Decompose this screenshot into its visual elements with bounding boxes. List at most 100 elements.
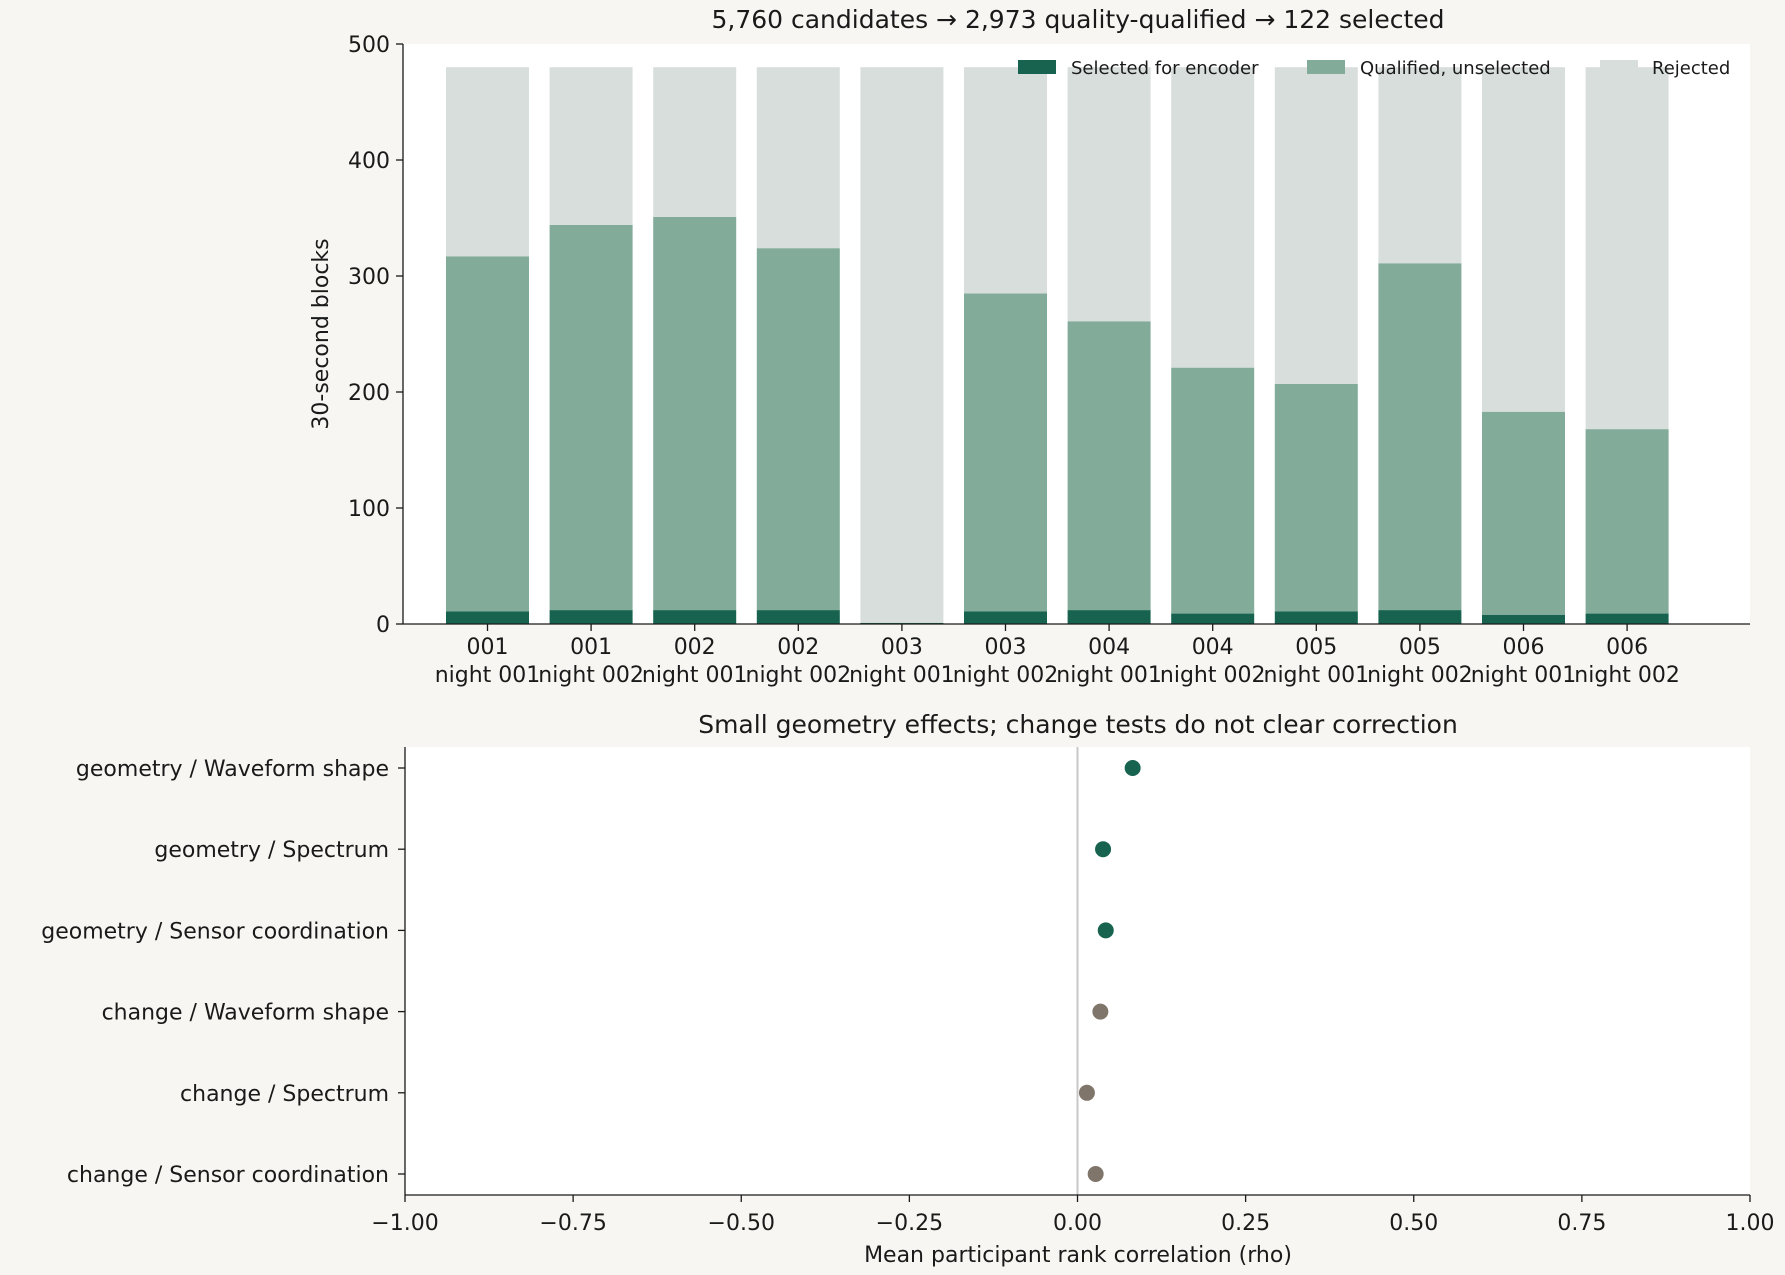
bar-segment-rejected bbox=[860, 67, 944, 623]
dot-point-change bbox=[1078, 1084, 1095, 1101]
bar-segment-qualified bbox=[1378, 263, 1462, 611]
dot-chart-title: Small geometry effects; change tests do … bbox=[698, 710, 1458, 739]
bar-x-tick-label-participant: 004 bbox=[1192, 635, 1234, 660]
bar-y-tick-label: 400 bbox=[348, 149, 390, 174]
bar-segment-rejected bbox=[1274, 67, 1358, 384]
bar-segment-selected bbox=[1067, 610, 1151, 624]
dot-x-tick-label: 0.25 bbox=[1221, 1211, 1270, 1236]
bar-x-tick-label-participant: 004 bbox=[1088, 635, 1130, 660]
bar-segment-selected bbox=[653, 610, 737, 624]
bar-x-tick-label-participant: 001 bbox=[467, 635, 509, 660]
bar-segment-rejected bbox=[1171, 67, 1255, 368]
bar-x-tick-label-participant: 005 bbox=[1399, 635, 1441, 660]
bar-segment-rejected bbox=[1067, 67, 1151, 322]
bar-marks bbox=[446, 67, 1669, 624]
legend-swatch-selected bbox=[1018, 60, 1056, 74]
bar-segment-selected bbox=[1378, 610, 1462, 624]
dot-x-tick-label: −0.25 bbox=[876, 1211, 943, 1236]
bar-segment-selected bbox=[549, 610, 633, 624]
bar-segment-qualified bbox=[446, 256, 529, 612]
legend-label-rejected: Rejected bbox=[1652, 58, 1730, 79]
bar-x-tick-label-participant: 002 bbox=[777, 635, 819, 660]
bar-segment-rejected bbox=[756, 67, 840, 249]
bar-x-tick-label-night: night 002 bbox=[538, 663, 644, 688]
dot-x-tick-label: −0.75 bbox=[539, 1211, 606, 1236]
bar-x-tick-label-night: night 001 bbox=[849, 663, 955, 688]
bar-x-tick-label-night: night 002 bbox=[1367, 663, 1473, 688]
bar-y-tick-label: 200 bbox=[348, 381, 390, 406]
bar-segment-qualified bbox=[1171, 367, 1255, 614]
bar-segment-rejected bbox=[1585, 67, 1669, 430]
bar-x-tick-label-night: night 002 bbox=[746, 663, 852, 688]
dot-y-label: change / Spectrum bbox=[180, 1082, 389, 1107]
dot-point-geometry bbox=[1124, 760, 1141, 776]
dot-x-tick-label: 1.00 bbox=[1726, 1211, 1775, 1236]
dot-x-tick-label: −1.00 bbox=[371, 1211, 438, 1236]
bar-segment-selected bbox=[964, 611, 1047, 624]
bar-segment-qualified bbox=[549, 224, 633, 611]
dot-x-tick-label: 0.50 bbox=[1389, 1211, 1438, 1236]
bar-y-tick-label: 300 bbox=[348, 265, 390, 290]
bar-segment-qualified bbox=[653, 216, 737, 611]
dot-x-tick-label: 0.00 bbox=[1053, 1211, 1102, 1236]
legend-swatch-rejected bbox=[1600, 60, 1638, 74]
dot-x-tick-label: 0.75 bbox=[1557, 1211, 1606, 1236]
bar-x-tick-label-participant: 002 bbox=[674, 635, 716, 660]
bar-segment-qualified bbox=[1274, 383, 1358, 612]
dot-y-label: change / Sensor coordination bbox=[67, 1163, 389, 1188]
dot-y-labels: geometry / Waveform shape geometry / Spec… bbox=[41, 757, 405, 1188]
legend-label-qualified: Qualified, unselected bbox=[1360, 58, 1551, 79]
bar-x-tick-label-night: night 001 bbox=[1264, 663, 1370, 688]
bar-x-tick-label-participant: 001 bbox=[570, 635, 612, 660]
bar-segment-selected bbox=[756, 610, 840, 624]
dot-point-geometry bbox=[1097, 922, 1114, 939]
bar-x-tick-label-night: night 002 bbox=[1574, 663, 1680, 688]
bar-segment-selected bbox=[1482, 614, 1565, 624]
bar-segment-selected bbox=[1585, 613, 1669, 624]
bar-x-tick-label-night: night 001 bbox=[642, 663, 748, 688]
bar-y-ticks: 0 100 200 300 400 500 bbox=[348, 33, 403, 638]
bar-x-tick-label-participant: 006 bbox=[1606, 635, 1648, 660]
bar-segment-rejected bbox=[446, 67, 529, 257]
legend-swatch-qualified bbox=[1307, 60, 1345, 74]
dot-plot-chart: Small geometry effects; change tests do … bbox=[41, 710, 1774, 1268]
bar-y-tick-label: 100 bbox=[348, 497, 390, 522]
dot-point-change bbox=[1092, 1003, 1109, 1020]
bar-x-tick-label-participant: 003 bbox=[881, 635, 923, 660]
bar-segment-qualified bbox=[1067, 321, 1151, 611]
dot-y-label: geometry / Spectrum bbox=[154, 838, 389, 863]
bar-segment-rejected bbox=[1378, 67, 1462, 264]
bar-segment-rejected bbox=[549, 67, 633, 225]
dot-marks bbox=[1078, 760, 1141, 1182]
bar-segment-qualified bbox=[1585, 429, 1669, 614]
bar-segment-qualified bbox=[1482, 411, 1565, 615]
bar-segment-rejected bbox=[653, 67, 737, 217]
bar-x-tick-label-night: night 002 bbox=[953, 663, 1059, 688]
bar-x-tick-label-participant: 005 bbox=[1295, 635, 1337, 660]
bar-segment-rejected bbox=[964, 67, 1047, 294]
bar-y-tick-label: 0 bbox=[376, 613, 390, 638]
bar-segment-qualified bbox=[964, 293, 1047, 612]
dot-chart-xlabel: Mean participant rank correlation (rho) bbox=[864, 1243, 1292, 1268]
bar-chart-ylabel: 30-second blocks bbox=[309, 238, 334, 429]
bar-chart-title: 5,760 candidates → 2,973 quality-qualifi… bbox=[711, 5, 1444, 34]
bar-x-tick-label-participant: 006 bbox=[1503, 635, 1545, 660]
bar-segment-selected bbox=[1274, 611, 1358, 624]
bar-segment-selected bbox=[1171, 613, 1255, 624]
bar-segment-selected bbox=[446, 611, 529, 624]
bar-y-tick-label: 500 bbox=[348, 33, 390, 58]
bar-x-tick-label-night: night 001 bbox=[1471, 663, 1577, 688]
bar-segment-qualified bbox=[756, 248, 840, 611]
bar-legend: Selected for encoder Qualified, unselect… bbox=[1018, 58, 1730, 79]
dot-y-label: geometry / Waveform shape bbox=[76, 757, 389, 782]
dot-x-tick-label: −0.50 bbox=[708, 1211, 775, 1236]
dot-point-geometry bbox=[1095, 841, 1112, 858]
stacked-bar-chart: 5,760 candidates → 2,973 quality-qualifi… bbox=[309, 5, 1750, 688]
bar-segment-rejected bbox=[1482, 67, 1565, 412]
dot-y-label: change / Waveform shape bbox=[102, 1001, 389, 1026]
bar-x-ticks: 001 night 001 001 night 002 002 night 001 002 n… bbox=[435, 624, 1680, 688]
bar-x-tick-label-night: night 001 bbox=[1056, 663, 1162, 688]
dot-x-ticks: −1.00 −0.75 −0.50 −0.25 0.00 0.25 0.50 0.75 1.00 bbox=[371, 1195, 1774, 1236]
dot-y-label: geometry / Sensor coordination bbox=[41, 919, 389, 944]
